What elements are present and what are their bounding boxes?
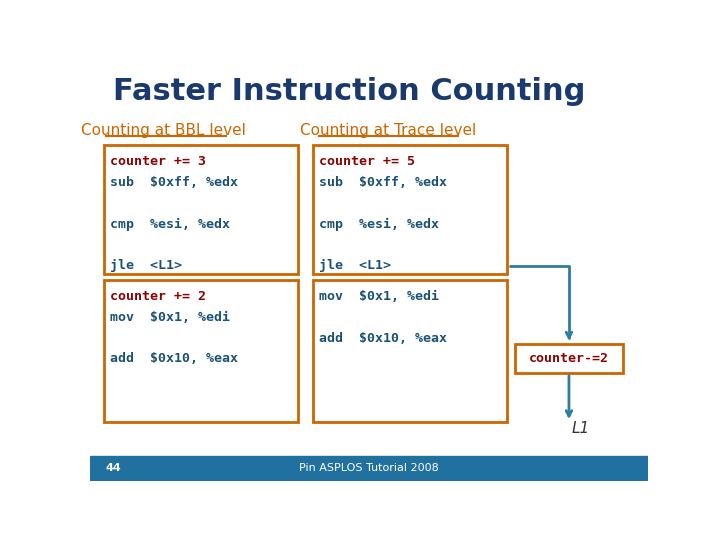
Text: 44: 44 xyxy=(106,463,121,473)
Text: L1: L1 xyxy=(572,421,590,436)
Text: add  $0x10, %eax: add $0x10, %eax xyxy=(320,332,447,345)
Text: sub  $0xff, %edx: sub $0xff, %edx xyxy=(320,176,447,189)
Text: mov  $0x1, %edi: mov $0x1, %edi xyxy=(110,311,230,324)
Text: counter += 3: counter += 3 xyxy=(110,156,206,168)
Text: cmp  %esi, %edx: cmp %esi, %edx xyxy=(110,218,230,231)
Text: jle  <L1>: jle <L1> xyxy=(320,259,392,272)
Text: counter += 5: counter += 5 xyxy=(320,156,415,168)
Text: mov  $0x1, %edi: mov $0x1, %edi xyxy=(320,290,439,303)
FancyBboxPatch shape xyxy=(104,280,297,422)
FancyBboxPatch shape xyxy=(313,280,507,422)
FancyBboxPatch shape xyxy=(313,145,507,274)
Text: add  $0x10, %eax: add $0x10, %eax xyxy=(110,353,238,366)
Text: Faster Instruction Counting: Faster Instruction Counting xyxy=(113,77,585,106)
Text: Counting at Trace level: Counting at Trace level xyxy=(300,123,477,138)
Text: Pin ASPLOS Tutorial 2008: Pin ASPLOS Tutorial 2008 xyxy=(299,463,439,473)
Text: counter-=2: counter-=2 xyxy=(529,352,609,365)
Text: jle  <L1>: jle <L1> xyxy=(110,259,182,272)
Text: cmp  %esi, %edx: cmp %esi, %edx xyxy=(320,218,439,231)
FancyBboxPatch shape xyxy=(104,145,297,274)
Text: sub  $0xff, %edx: sub $0xff, %edx xyxy=(110,176,238,189)
Text: counter += 2: counter += 2 xyxy=(110,290,206,303)
Text: Counting at BBL level: Counting at BBL level xyxy=(81,123,246,138)
FancyBboxPatch shape xyxy=(515,343,624,373)
Bar xyxy=(90,456,648,481)
